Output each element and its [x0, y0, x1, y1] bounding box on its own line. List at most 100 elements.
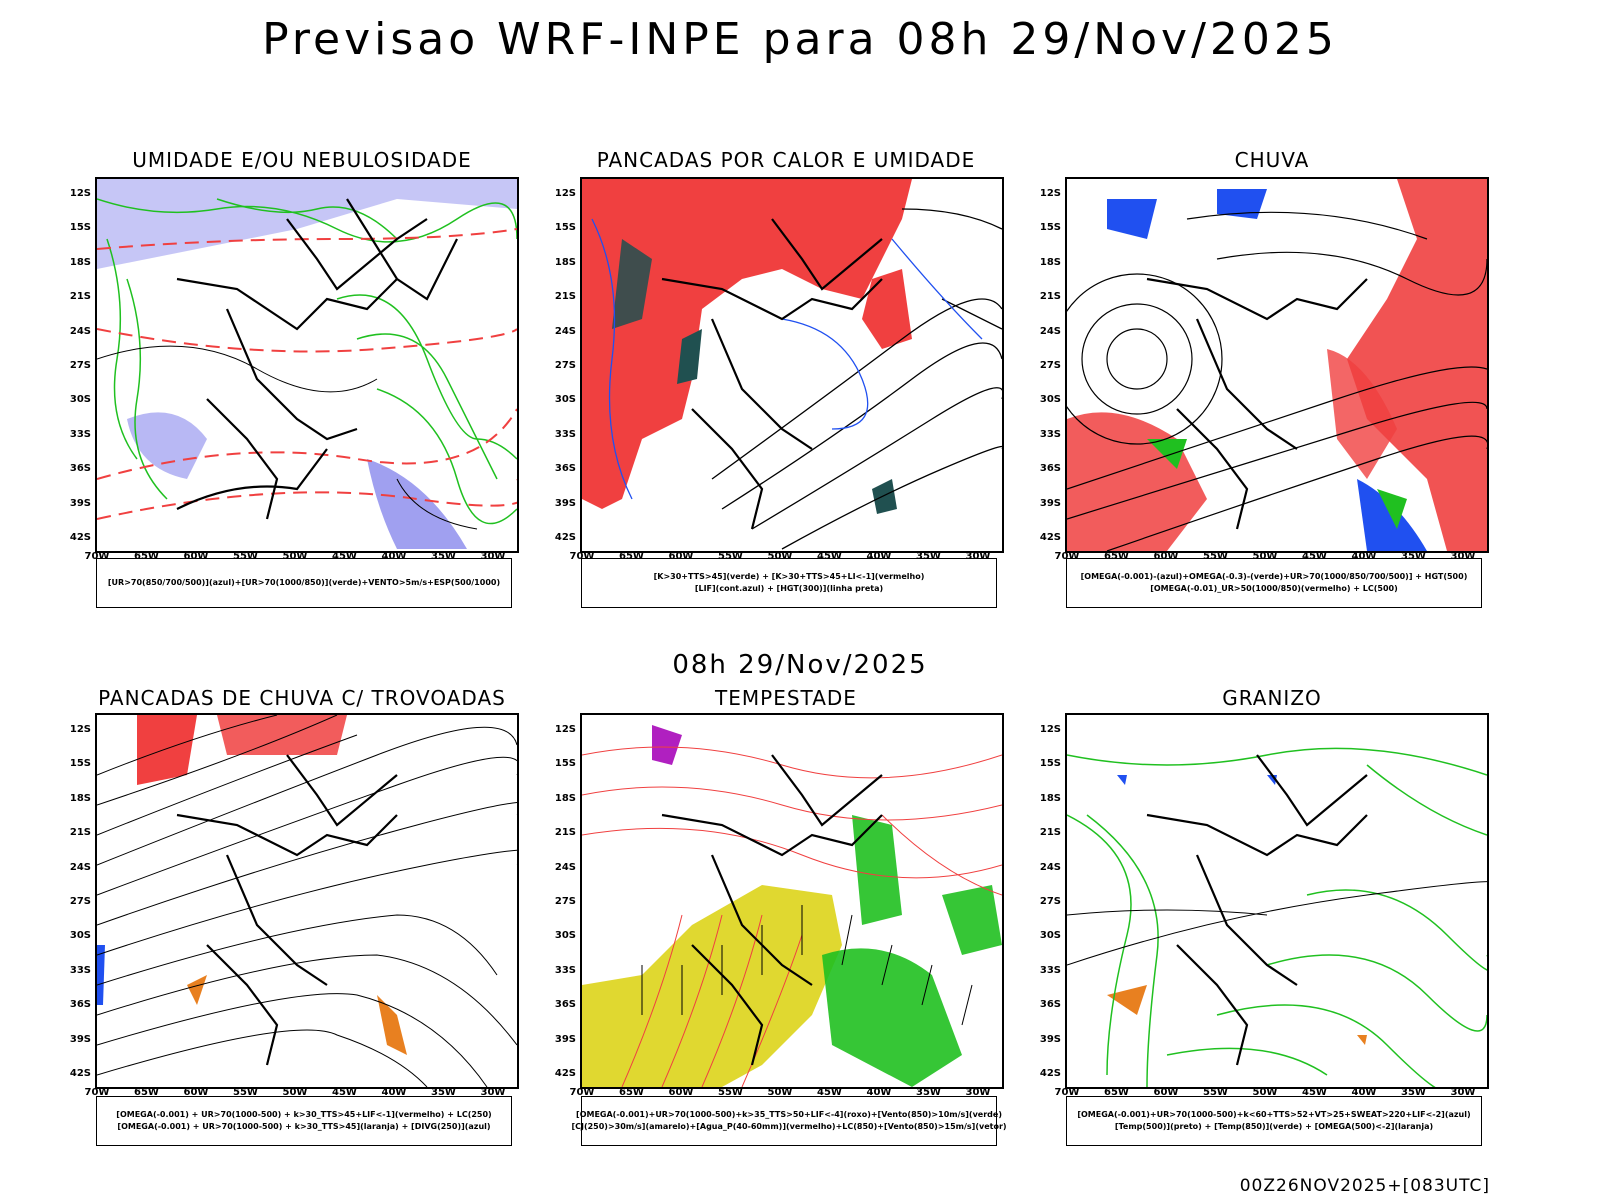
map-pancadas-calor-graphic [582, 179, 1002, 550]
lat-tick-label: 27S [69, 360, 91, 371]
lon-tick-label: 65W [1104, 1087, 1129, 1098]
lat-tick-label: 39S [69, 1033, 91, 1045]
lat-tick-label: 33S [69, 964, 91, 976]
lat-tick-label: 12S [1039, 188, 1061, 199]
lon-tick-label: 50W [1252, 551, 1278, 562]
lat-tick-label: 36S [1039, 999, 1061, 1011]
legend-line: [OMEGA(-0.01)_UR>50(1000/850)(vermelho) … [1150, 584, 1398, 593]
legend-line: [OMEGA(-0.001) + UR>70(1000-500) + k>30_… [116, 1110, 492, 1119]
lat-tick-label: 18S [554, 256, 576, 268]
mid-date-label: 08h 29/Nov/2025 [672, 650, 928, 680]
map-chuva-graphic [1067, 179, 1487, 551]
legend-line: [OMEGA(-0.001)+UR>70(1000-500)+k<60+TTS>… [1077, 1110, 1471, 1119]
lon-tick-label: 65W [619, 551, 644, 562]
lat-tick-label: 24S [69, 861, 91, 873]
lat-tick-label: 18S [1039, 256, 1061, 268]
panel-title-tempestade: TEMPESTADE [715, 686, 857, 710]
lat-tick-label: 30S [1039, 930, 1061, 942]
lat-tick-label: 36S [69, 463, 91, 475]
legend-tempestade: [OMEGA(-0.001)+UR>70(1000-500)+k>35_TTS>… [571, 1096, 1007, 1146]
lat-tick-label: 36S [1039, 463, 1061, 475]
panel-title-pancadas-trovoadas: PANCADAS DE CHUVA C/ TROVOADAS [98, 686, 506, 710]
page-title: Previsao WRF-INPE para 08h 29/Nov/2025 [262, 14, 1338, 65]
lat-tick-label: 30S [1039, 394, 1061, 406]
lon-tick-label: 70W [1054, 551, 1080, 562]
legend-granizo: [OMEGA(-0.001)+UR>70(1000-500)+k<60+TTS>… [1066, 1096, 1482, 1146]
lat-tick-label: 12S [1039, 724, 1061, 735]
lat-tick-label: 30S [554, 930, 576, 942]
lon-tick-label: 50W [767, 1087, 793, 1098]
legend-umidade: [UR>70(850/700/500)](azul)+[UR>70(1000/8… [96, 558, 512, 608]
lon-tick-label: 45W [332, 551, 357, 562]
lon-tick-label: 30W [480, 1087, 506, 1098]
lat-tick-label: 21S [1039, 827, 1061, 839]
lon-tick-label: 45W [817, 551, 842, 562]
map-umidade [95, 177, 519, 553]
lat-tick-label: 33S [554, 964, 576, 976]
lat-tick-label: 15S [554, 222, 576, 234]
lon-tick-label: 60W [183, 551, 209, 562]
lat-tick-label: 39S [1039, 1033, 1061, 1045]
lon-tick-label: 50W [1252, 1087, 1278, 1098]
lon-tick-label: 35W [916, 1087, 941, 1098]
lon-tick-label: 55W [1203, 551, 1228, 562]
map-granizo-graphic [1067, 747, 1487, 1087]
lon-tick-label: 40W [866, 551, 892, 562]
lon-tick-label: 65W [1104, 551, 1129, 562]
map-pancadas-calor [580, 177, 1004, 553]
lat-tick-label: 39S [554, 497, 576, 509]
lon-tick-label: 65W [134, 551, 159, 562]
lon-tick-label: 45W [1302, 551, 1327, 562]
legend-line: [LIF](cont.azul) + [HGT(300)](linha pret… [694, 584, 884, 593]
lat-tick-label: 18S [1039, 792, 1061, 804]
lat-tick-label: 15S [69, 222, 91, 234]
lon-tick-label: 70W [1054, 1087, 1080, 1098]
lat-tick-label: 30S [554, 394, 576, 406]
lon-tick-label: 35W [431, 551, 456, 562]
lat-tick-label: 42S [554, 532, 576, 543]
lon-tick-label: 35W [916, 551, 941, 562]
lat-tick-label: 24S [1039, 325, 1061, 337]
lat-tick-label: 36S [554, 463, 576, 475]
lat-tick-label: 12S [554, 188, 576, 199]
lat-tick-label: 27S [1039, 896, 1061, 907]
lon-tick-label: 30W [1450, 551, 1476, 562]
lon-tick-label: 70W [569, 551, 595, 562]
lat-tick-label: 42S [69, 1068, 91, 1079]
panel-title-granizo: GRANIZO [1222, 686, 1322, 710]
lat-tick-label: 15S [1039, 222, 1061, 234]
lat-tick-label: 39S [69, 497, 91, 509]
lon-tick-label: 50W [767, 551, 793, 562]
lat-tick-label: 27S [554, 360, 576, 371]
lon-tick-label: 40W [1351, 1087, 1377, 1098]
lat-tick-label: 33S [1039, 964, 1061, 976]
lon-tick-label: 60W [668, 551, 694, 562]
lon-tick-label: 40W [866, 1087, 892, 1098]
lon-tick-label: 65W [619, 1087, 644, 1098]
lon-tick-label: 40W [381, 1087, 407, 1098]
lat-tick-label: 24S [554, 861, 576, 873]
lon-tick-label: 50W [282, 551, 308, 562]
lon-tick-label: 70W [84, 551, 110, 562]
lat-tick-label: 39S [1039, 497, 1061, 509]
legend-line: [CJ(250)>30m/s](amarelo)+[Agua_P(40-60mm… [571, 1122, 1007, 1131]
lon-tick-label: 35W [1401, 1087, 1426, 1098]
lat-tick-label: 42S [554, 1068, 576, 1079]
lat-tick-label: 15S [69, 758, 91, 770]
panel-title-chuva: CHUVA [1234, 148, 1310, 172]
lon-tick-label: 40W [1351, 551, 1377, 562]
lat-tick-label: 24S [69, 325, 91, 337]
lon-tick-label: 45W [332, 1087, 357, 1098]
lat-tick-label: 30S [69, 930, 91, 942]
map-chuva [1065, 177, 1489, 553]
lat-tick-label: 30S [69, 394, 91, 406]
map-granizo [1065, 713, 1489, 1089]
lat-tick-label: 21S [554, 291, 576, 303]
lon-tick-label: 70W [569, 1087, 595, 1098]
lon-tick-label: 55W [233, 551, 258, 562]
lat-tick-label: 33S [1039, 428, 1061, 440]
lat-tick-label: 18S [69, 256, 91, 268]
lon-tick-label: 30W [1450, 1087, 1476, 1098]
lon-tick-label: 55W [1203, 1087, 1228, 1098]
lon-tick-label: 35W [431, 1087, 456, 1098]
